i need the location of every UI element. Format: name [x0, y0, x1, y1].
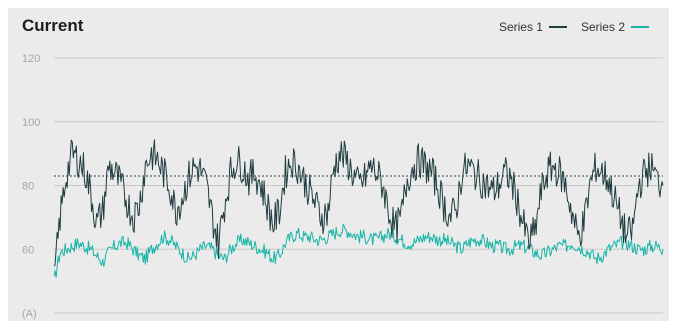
y-tick-label-80: 80 — [22, 181, 34, 193]
legend-item-series-1[interactable]: Series 1 — [499, 20, 567, 34]
chart-title: Current — [22, 16, 84, 35]
legend-swatch-series-1 — [548, 26, 567, 28]
y-tick-label-60: 60 — [22, 244, 34, 256]
series-2-line — [53, 223, 664, 279]
line-chart-plot: 60 80 100 120 (A) — [22, 53, 664, 320]
chart-card: Current Series 1 Series 2 60 80 100 120 (A) — [8, 8, 669, 321]
legend-label-series-2: Series 2 — [580, 20, 625, 34]
y-tick-label-120: 120 — [22, 53, 40, 65]
legend: Series 1 Series 2 — [485, 20, 649, 34]
legend-swatch-series-2 — [631, 26, 649, 28]
y-unit-label: (A) — [22, 308, 37, 320]
series-1-line — [53, 139, 664, 267]
legend-label-series-1: Series 1 — [498, 20, 543, 34]
legend-item-series-2[interactable]: Series 2 — [581, 20, 649, 34]
y-tick-label-100: 100 — [22, 117, 40, 129]
